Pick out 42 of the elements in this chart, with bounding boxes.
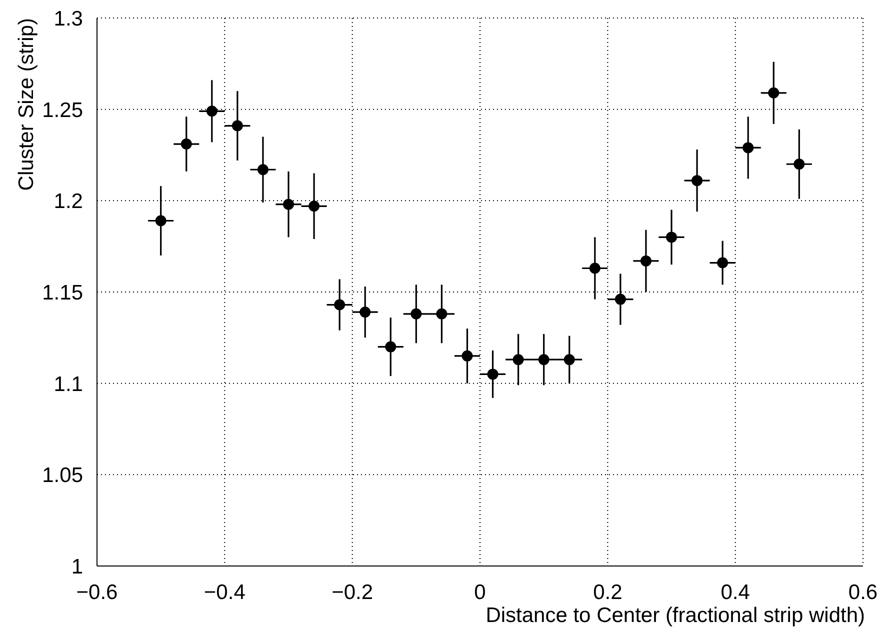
point — [206, 106, 218, 117]
y-tick-label: 1.25 — [42, 98, 83, 122]
point — [640, 255, 652, 266]
x-tick-label: 0 — [474, 580, 486, 604]
point — [334, 299, 346, 310]
y-tick-label: 1.1 — [54, 372, 83, 396]
point — [512, 354, 524, 366]
y-tick-label: 1 — [71, 555, 83, 578]
y-axis-title: Cluster Size (strip) — [15, 18, 38, 191]
y-tick-label: 1.3 — [54, 7, 83, 30]
point — [283, 198, 294, 210]
x-tick-label: 0.4 — [720, 580, 750, 604]
point — [155, 215, 166, 226]
point — [487, 368, 498, 380]
point — [410, 308, 422, 320]
x-tick-label: 0.6 — [848, 580, 878, 604]
point — [692, 175, 703, 186]
x-tick-label: −0.4 — [204, 580, 246, 604]
point — [666, 232, 677, 243]
x-axis-title: Distance to Center (fractional strip width) — [486, 604, 865, 627]
x-tick-label: −0.6 — [76, 580, 118, 604]
y-tick-label: 1.2 — [54, 190, 83, 214]
point — [614, 294, 626, 305]
x-tick-label: 0.2 — [593, 580, 622, 604]
point — [768, 87, 780, 98]
x-tick-label: −0.2 — [332, 580, 374, 604]
point — [308, 200, 320, 212]
point — [794, 158, 805, 170]
point — [385, 341, 396, 352]
y-tick-label: 1.05 — [42, 464, 83, 488]
point — [462, 350, 473, 362]
point — [436, 308, 448, 320]
point — [180, 138, 192, 150]
y-tick-label: 1.15 — [42, 281, 83, 304]
point — [564, 354, 575, 366]
point — [589, 262, 600, 274]
point — [232, 120, 243, 132]
point — [717, 257, 728, 268]
point — [538, 354, 550, 366]
point — [360, 306, 371, 318]
point — [742, 142, 754, 154]
point — [257, 164, 268, 176]
